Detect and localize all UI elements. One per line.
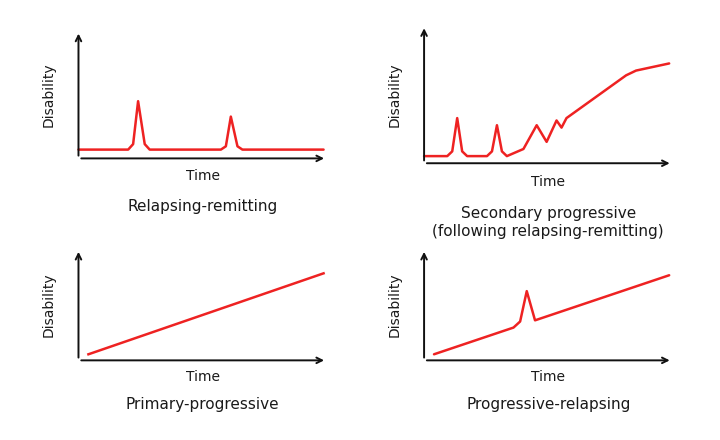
Text: Relapsing-remitting: Relapsing-remitting	[127, 199, 278, 214]
Text: Secondary progressive
(following relapsing-remitting): Secondary progressive (following relapsi…	[433, 206, 664, 239]
Text: Time: Time	[531, 370, 565, 384]
Text: Time: Time	[186, 370, 220, 384]
Text: Disability: Disability	[42, 62, 55, 127]
Text: Disability: Disability	[387, 272, 401, 337]
Text: Progressive-relapsing: Progressive-relapsing	[466, 397, 631, 412]
Text: Primary-progressive: Primary-progressive	[126, 397, 279, 412]
Text: Time: Time	[186, 169, 220, 183]
Text: Disability: Disability	[42, 272, 55, 337]
Text: Disability: Disability	[387, 62, 401, 127]
Text: Time: Time	[531, 175, 565, 189]
